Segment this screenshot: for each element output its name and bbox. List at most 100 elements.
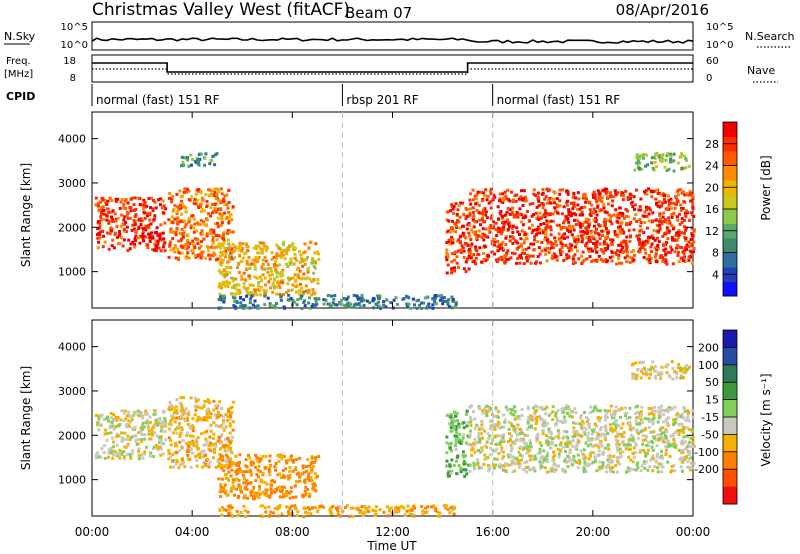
echo-cell [200,198,204,202]
echo-cell [231,428,235,432]
echo-cell [449,509,453,513]
echo-cell [557,452,561,456]
echo-cell [639,430,643,433]
echo-cell [226,446,230,450]
echo-cell [243,493,247,497]
echo-cell [583,231,587,235]
echo-cell [423,296,427,300]
echo-cell [118,241,122,245]
echo-cell [621,212,625,215]
echo-cell [595,469,599,473]
echo-cell [677,193,680,197]
echo-cell [590,428,594,432]
echo-cell [462,249,466,253]
echo-cell [680,246,684,250]
echo-cell [443,506,447,510]
echo-cell [131,223,135,227]
echo-cell [599,248,603,252]
echo-cell [675,429,679,433]
echo-cell [443,299,447,303]
echo-cell [592,224,596,228]
echo-cell [616,459,620,463]
echo-cell [600,200,604,204]
echo-cell [496,420,500,424]
echo-cell [243,304,247,307]
echo-cell [635,234,639,238]
echo-cell [580,419,584,423]
echo-cell [614,464,618,467]
echo-cell [683,259,687,263]
echo-cell [552,450,556,454]
echo-cell [451,297,455,301]
echo-cell [529,454,533,458]
echo-cell [676,412,680,416]
echo-cell [583,432,587,436]
echo-cell [647,253,651,257]
echo-cell [216,257,220,261]
echo-cell [261,262,265,266]
echo-cell [478,406,482,410]
echo-cell [212,251,216,255]
echo-cell [421,509,425,513]
date-title: 08/Apr/2016 [616,1,709,19]
echo-cell [488,228,492,232]
echo-cell [107,419,111,423]
echo-cell [603,187,607,191]
echo-cell [646,368,650,372]
echo-cell [611,466,615,469]
echo-cell [461,450,465,454]
echo-cell [306,477,310,481]
echo-cell [568,441,572,445]
echo-cell [477,426,481,430]
echo-cell [572,204,576,208]
echo-cell [225,280,229,284]
echo-cell [339,506,343,510]
echo-cell [618,211,622,215]
echo-cell [494,442,498,446]
echo-cell [302,300,306,304]
echo-cell [666,410,670,414]
echo-cell [544,412,548,416]
echo-cell [207,463,211,466]
echo-cell [520,429,523,433]
echo-cell [254,453,258,457]
echo-cell [569,227,573,231]
echo-cell [169,423,173,427]
echo-cell [277,246,281,250]
echo-cell [185,433,189,437]
freq-trace [92,62,693,73]
echo-cell [97,226,101,230]
echo-cell [620,240,624,244]
echo-cell [690,199,694,203]
echo-cell [173,411,176,415]
echo-cell [268,454,272,458]
echo-cell [544,228,548,232]
echo-cell [511,200,515,203]
echo-cell [545,239,549,242]
echo-cell [271,290,275,294]
echo-cell [148,218,152,222]
echo-cell [294,466,298,470]
echo-cell [382,510,386,514]
echo-cell [687,442,691,446]
echo-cell [162,211,166,215]
echo-cell [228,508,232,512]
echo-cell [556,435,560,439]
echo-cell [255,305,258,309]
echo-cell [305,469,309,473]
echo-cell [229,474,233,478]
echo-cell [202,449,206,453]
echo-cell [484,259,488,263]
echo-cell [669,201,673,205]
echo-cell [549,228,553,232]
echo-cell [536,240,540,243]
echo-cell [229,266,233,270]
echo-cell [495,457,499,461]
echo-cell [531,202,535,205]
echo-cell [96,246,100,250]
echo-cell [242,298,246,302]
echo-cell [513,213,517,217]
echo-cell [100,447,104,451]
echo-cell [577,461,581,465]
echo-cell [473,450,477,454]
